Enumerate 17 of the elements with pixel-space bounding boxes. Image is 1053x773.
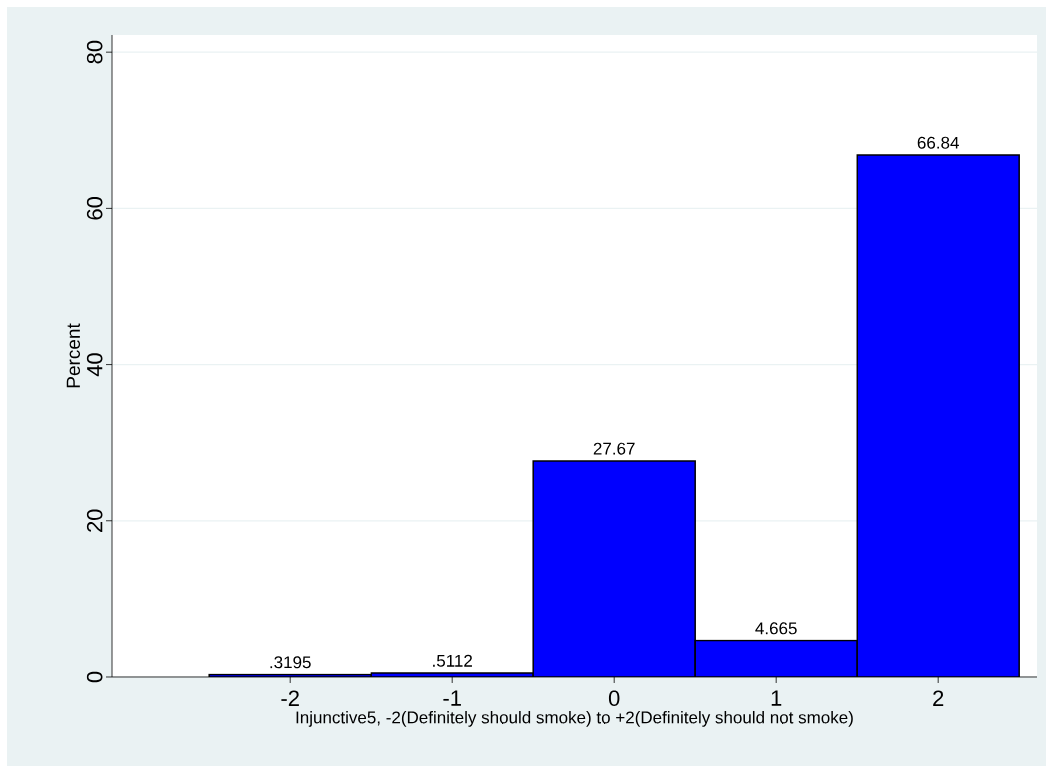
y-tick-label: 40 xyxy=(86,353,103,377)
y-tick-label: 0 xyxy=(86,671,103,683)
x-axis-title: Injunctive5, -2(Definitely should smoke) to +2(Definitely should not smoke) xyxy=(296,710,853,727)
y-tick-label: 80 xyxy=(86,40,103,64)
x-tick-label: -2 xyxy=(281,690,299,706)
data-label: 27.67 xyxy=(593,442,635,455)
data-label: 66.84 xyxy=(917,136,959,149)
data-label: .3195 xyxy=(270,656,311,669)
data-label: .5112 xyxy=(433,654,472,667)
y-tick-label: 60 xyxy=(86,197,103,220)
x-tick-label: 1 xyxy=(771,690,782,706)
y-tick-label: 20 xyxy=(86,509,103,532)
x-tick-label: 0 xyxy=(608,690,620,707)
data-label: 4.665 xyxy=(755,622,797,635)
y-axis-title: Percent xyxy=(66,323,81,388)
x-tick-label: -1 xyxy=(443,690,461,706)
x-tick-label: 2 xyxy=(933,690,944,706)
